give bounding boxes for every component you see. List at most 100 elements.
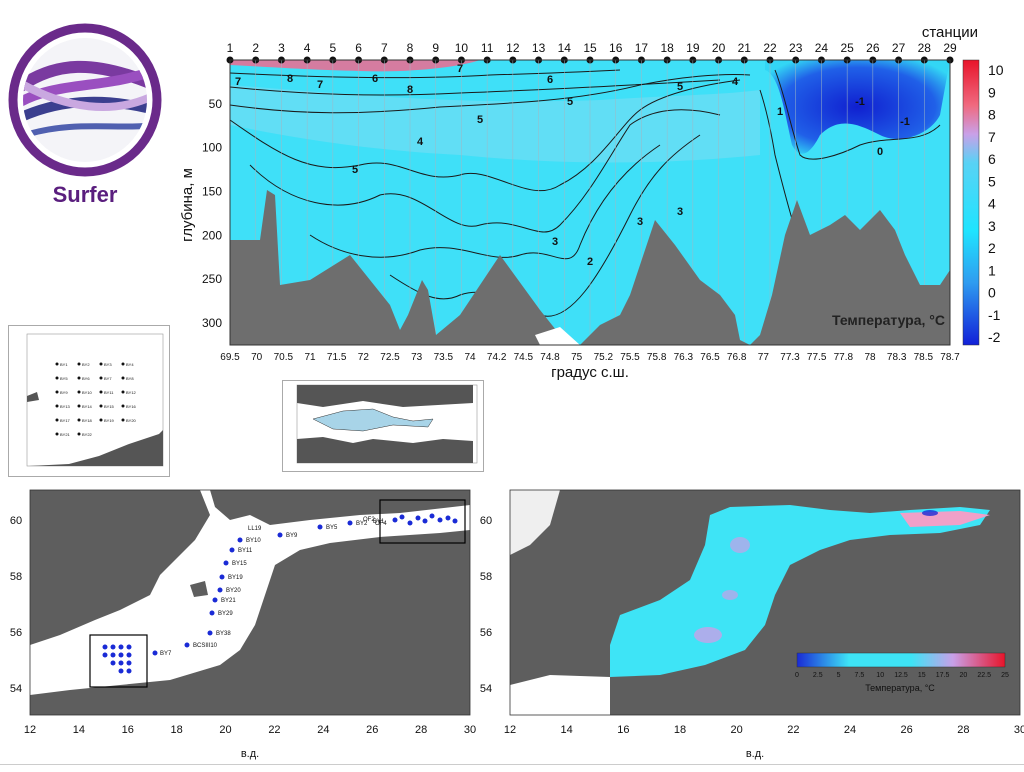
x-tick-label: 75.2: [594, 352, 614, 363]
thumb-station-label: BY18: [82, 418, 93, 423]
station-number: 19: [686, 41, 700, 55]
thumb-station-label: BY12: [126, 390, 137, 395]
thumb-station-dot: [99, 376, 103, 380]
colorbar-tick-label: 1: [988, 262, 996, 278]
x-tick-label: 74.5: [514, 352, 534, 363]
x-tick-label: 75.8: [647, 352, 667, 363]
isotherm-label: -1: [900, 116, 910, 128]
isotherm-label: 8: [287, 73, 293, 85]
x-tick-label: 72.5: [380, 352, 400, 363]
station-number: 17: [635, 41, 649, 55]
right-map-x-tick: 12: [504, 724, 516, 736]
x-tick-label: 71: [304, 352, 316, 363]
station-number: 28: [918, 41, 932, 55]
right-map-legend-tick: 2.5: [813, 672, 823, 679]
station-number: 25: [840, 41, 854, 55]
x-tick-label: 76.5: [700, 352, 720, 363]
left-map-station-label: BY9: [286, 533, 298, 539]
station-number: 20: [712, 41, 726, 55]
station-number: 4: [304, 41, 311, 55]
left-map-y-tick: 60: [10, 515, 22, 527]
colorbar-tick-label: 6: [988, 151, 996, 167]
y-tick-label: 150: [202, 185, 222, 199]
x-tick-label: 74: [464, 352, 476, 363]
left-map-station-label: BY7: [160, 651, 172, 657]
isotherm-label: 3: [637, 216, 643, 228]
left-map-station-label: BY11: [238, 548, 253, 554]
logo-label: Surfer: [53, 182, 118, 207]
left-map-x-tick: 14: [73, 724, 85, 736]
left-map-y-tick-right: 56: [480, 627, 492, 639]
x-tick-label: 78: [864, 352, 876, 363]
left-map-box-west: [89, 634, 148, 688]
y-tick-labels: 50 100 150 200 250 300: [202, 97, 222, 330]
colorbar-tick-label: 9: [988, 84, 996, 100]
isotherm-label: 0: [877, 146, 883, 158]
x-axis-label: градус с.ш.: [551, 364, 629, 381]
colorbar-tick-label: 2: [988, 240, 996, 256]
x-tick-label: 70.5: [274, 352, 294, 363]
isotherm-label: 3: [677, 206, 683, 218]
x-tick-label: 74.2: [487, 352, 507, 363]
thumb-station-label: BY11: [104, 390, 114, 395]
station-number: 18: [660, 41, 674, 55]
thumb-station-dot: [55, 404, 59, 408]
section-cold-region: [765, 60, 950, 154]
thumb-station-dot: [55, 362, 59, 366]
x-tick-label: 76.3: [674, 352, 694, 363]
left-map-station-label: BY20: [226, 588, 241, 594]
x-tick-label: 74.8: [540, 352, 560, 363]
left-map-y-tick-right: 60: [480, 515, 492, 527]
isotherm-label: 4: [417, 136, 424, 148]
thumb-station-dot: [77, 376, 81, 380]
thumb-station-dot: [99, 390, 103, 394]
x-tick-label: 75.5: [620, 352, 640, 363]
thumb-station-label: BY3: [104, 362, 112, 367]
x-tick-label: 77.8: [834, 352, 854, 363]
isotherm-label: 1: [777, 106, 783, 118]
station-number-labels: 1 2 3 4 5 6 7 8 9 10 11 12 13 14 15 16 17 18 19 20 21 22 23 24 2…: [227, 41, 957, 55]
thumb-station-label: BY22: [82, 432, 93, 437]
thumb-station-label: BY1: [60, 362, 68, 367]
stations-label: станции: [922, 24, 978, 41]
left-map-x-tick: 26: [366, 724, 378, 736]
thumb-station-dot: [55, 390, 59, 394]
isotherm-label: 2: [587, 256, 593, 268]
thumb-station-dot: [55, 432, 59, 436]
station-number: 8: [407, 41, 414, 55]
right-map-legend-tick: 10: [876, 672, 884, 679]
x-tick-label: 78.7: [940, 352, 960, 363]
thumb-station-dot: [77, 404, 81, 408]
gulf-map-thumbnail: [282, 380, 484, 472]
left-map-station-label: BY10: [246, 538, 261, 544]
colorbar-tick-label: 5: [988, 173, 996, 189]
thumb-station-dot: [77, 432, 81, 436]
left-map-x-tick: 12: [24, 724, 36, 736]
thumb-station-dot: [121, 376, 125, 380]
right-map-legend-tick: 0: [795, 672, 799, 679]
right-map-x-tick: 16: [617, 724, 629, 736]
isotherm-label: 7: [457, 63, 463, 75]
thumb-station-label: BY21: [60, 432, 71, 437]
thumb-station-label: BY10: [82, 390, 93, 395]
baltic-temperature-map: 0 2.5 5 7.5 10 12.5 15 17.5 20 22.5 25 Температура…: [490, 485, 1024, 767]
station-number: 22: [763, 41, 777, 55]
y-axis-label: глубина, м: [179, 168, 196, 242]
x-tick-label: 76.8: [727, 352, 747, 363]
right-map-legend-tick: 20: [960, 672, 968, 679]
station-number: 7: [381, 41, 388, 55]
left-map-station-label: LL19: [248, 526, 262, 532]
thumb-station-label: BY2: [82, 362, 90, 367]
isotherm-label: 4: [732, 76, 739, 88]
thumb-station-label: BY13: [60, 404, 71, 409]
x-tick-label: 77.5: [807, 352, 827, 363]
right-map-legend-tick: 12.5: [894, 672, 908, 679]
right-map-x-tick: 26: [901, 724, 913, 736]
left-map-x-tick: 18: [171, 724, 183, 736]
thumb-station-dot: [121, 404, 125, 408]
colorbar-tick-label: -1: [988, 307, 1001, 323]
left-map-x-tick: 24: [317, 724, 329, 736]
left-map-station-label: BY1: [373, 519, 385, 525]
thumb-station-dot: [55, 376, 59, 380]
